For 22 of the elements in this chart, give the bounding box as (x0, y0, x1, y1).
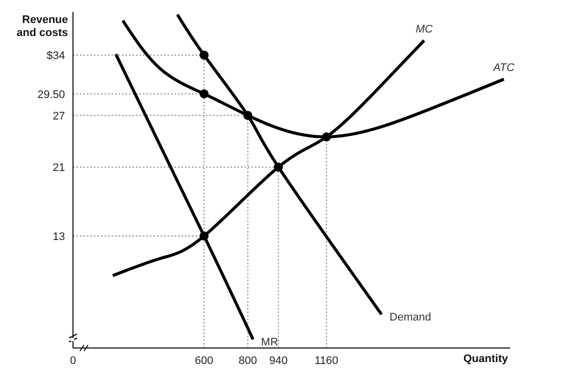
point (200, 231, 209, 241)
y-tick-label: 21 (52, 162, 65, 174)
point (200, 50, 209, 60)
y-tick-label: 29.50 (37, 88, 65, 101)
point (274, 162, 283, 172)
x-tick-label: 0 (70, 354, 76, 367)
x-tick-label: 1160 (314, 354, 338, 367)
point (243, 110, 252, 120)
series-label: ATC (492, 62, 515, 74)
x-tick-label: 600 (194, 354, 214, 367)
y-axis-title: Revenue and costs (16, 14, 68, 40)
x-axis-title: Quantity (463, 353, 508, 365)
y-tick-label: $34 (46, 50, 65, 62)
series-label: MR (261, 336, 278, 348)
x-tick-label: 800 (238, 354, 257, 367)
point (322, 132, 331, 142)
series-label: Demand (390, 311, 432, 324)
x-tick-label: 940 (269, 354, 288, 367)
y-tick-label: 13 (52, 230, 65, 243)
series-label: MC (416, 23, 433, 36)
y-tick-label: 27 (52, 110, 65, 122)
point (200, 89, 209, 98)
